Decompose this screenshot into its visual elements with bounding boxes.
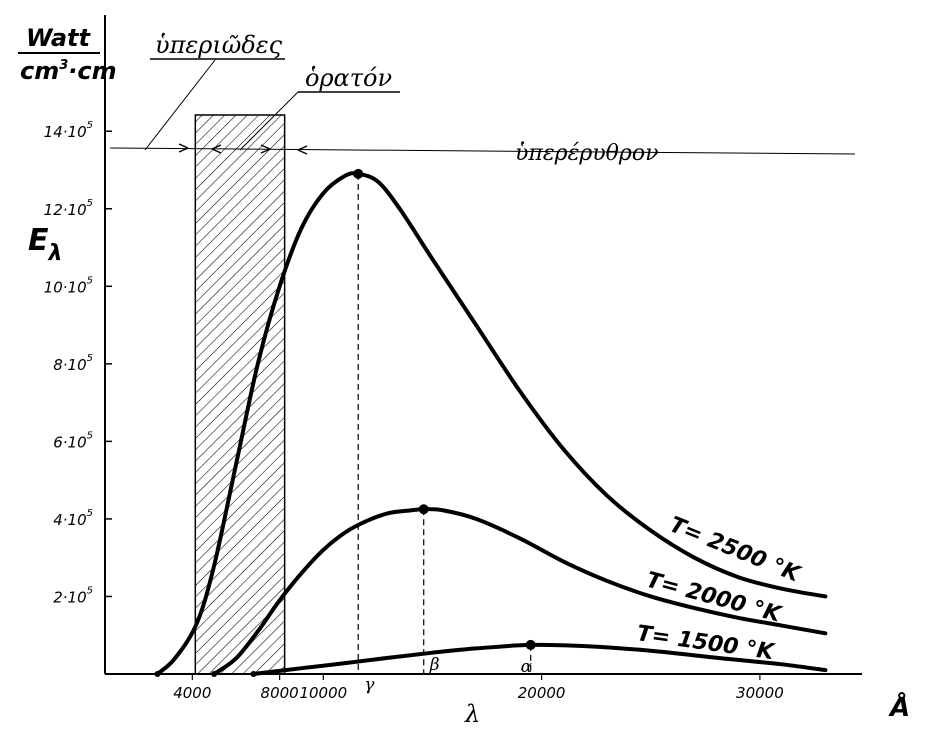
curve-start-dot xyxy=(211,671,218,677)
peak-marker-label: γ xyxy=(364,675,375,695)
y-tick-label: 8·105 xyxy=(53,353,93,374)
y-tick-label: 4·105 xyxy=(53,508,93,529)
x-tick-label: 30000 xyxy=(736,684,784,702)
region-extent-line xyxy=(109,147,856,155)
y-unit-denominator: cm3·cm xyxy=(20,57,117,85)
series-curve xyxy=(155,171,828,676)
x-tick-label: 10000 xyxy=(299,684,347,702)
series-curve xyxy=(251,642,828,676)
region-arrowhead xyxy=(178,143,189,153)
region-arrow-group xyxy=(178,143,308,155)
curve-start-dot xyxy=(250,671,257,677)
visible-leader-line xyxy=(239,91,299,151)
y-tick-label: 2·105 xyxy=(53,585,93,606)
y-tick-label: 14·105 xyxy=(44,120,93,141)
uv-leader-line xyxy=(144,59,216,151)
region-arrowhead xyxy=(260,144,271,154)
x-axis-unit: Å xyxy=(888,691,910,723)
series-label: T= 2000 °K xyxy=(643,568,785,628)
curve-start-dot xyxy=(154,671,161,677)
region-arrowhead xyxy=(211,144,222,154)
x-tick-group: 4000 8000 10000 20000 30000 xyxy=(173,674,784,702)
y-tick-label: 12·105 xyxy=(44,198,93,219)
peak-marker-label: β xyxy=(429,655,440,675)
x-tick-label: 4000 xyxy=(173,684,211,702)
y-tick-label: 6·105 xyxy=(53,430,93,451)
uv-region-label: ὑπεριῶδες xyxy=(155,31,283,59)
peak-marker-label: α xyxy=(521,657,533,677)
y-axis-label: Eλ xyxy=(28,223,62,266)
region-arrowhead xyxy=(297,145,308,155)
y-tick-label: 10·105 xyxy=(44,275,93,296)
ir-region-label: ὑπερέρυθρον xyxy=(515,141,658,166)
y-unit-numerator: Watt xyxy=(26,24,92,52)
y-tick-group: 2·105 4·105 6·105 8·105 10·105 12·105 14·105 xyxy=(44,120,112,606)
visible-region-label: ὁρατόν xyxy=(305,64,392,92)
x-tick-label: 20000 xyxy=(518,684,566,702)
x-tick-label: 8000 xyxy=(261,684,299,702)
x-axis-label: λ xyxy=(464,700,480,728)
series-label: T= 1500 °K xyxy=(635,621,777,665)
